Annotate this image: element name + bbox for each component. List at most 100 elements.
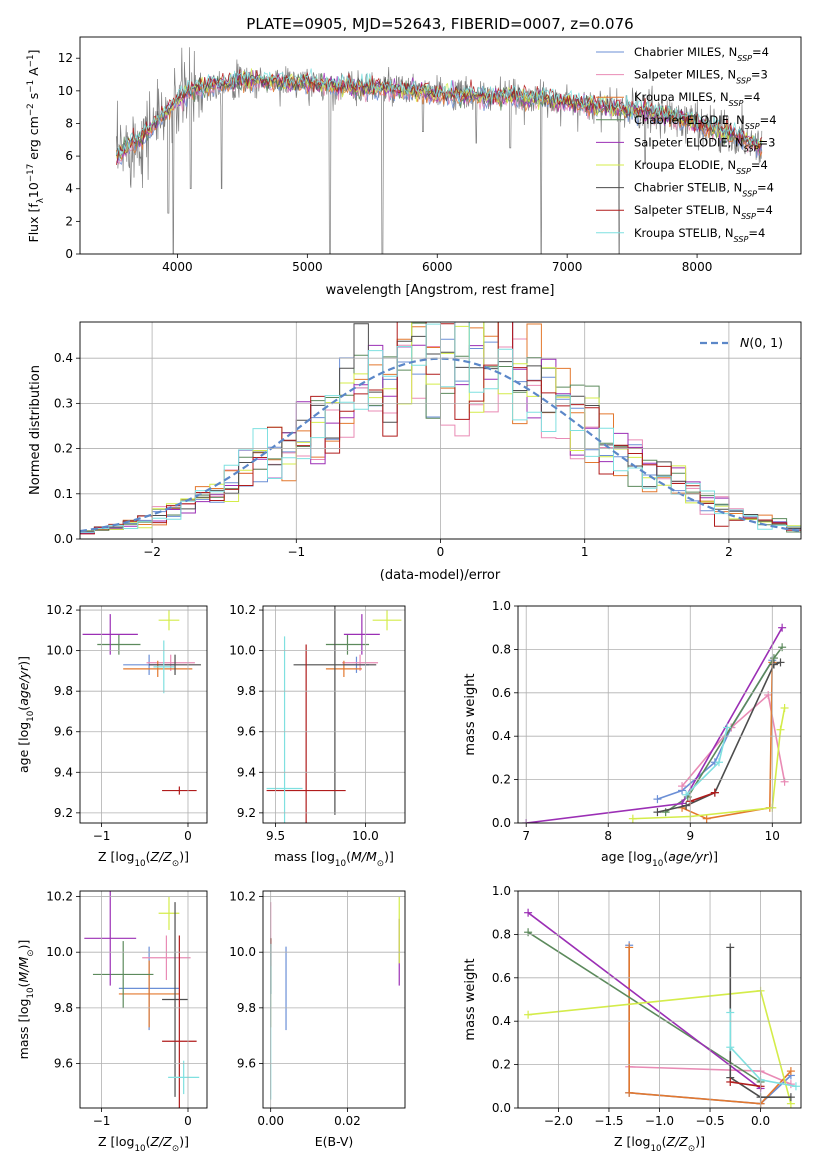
x-tick-label: 0 [437,545,445,559]
x-tick-label: 8 [604,829,612,843]
y-tick-label: 9.6 [54,725,73,739]
axes-frame [79,890,208,1109]
y-tick-label: 10.2 [46,890,73,904]
figure-title: PLATE=0905, MJD=52643, FIBERID=0007, z=0… [246,15,633,33]
y-tick-label: 0.4 [492,1014,511,1028]
x-tick-label: −1 [93,829,111,843]
weight-line-salpeter_stelib [690,791,716,803]
y-tick-label: 9.8 [237,1001,256,1015]
axes-frame [79,36,802,255]
x-tick-label: 7000 [552,260,583,274]
y-tick-label: 1.0 [492,599,511,613]
x-tick-label: 6000 [422,260,453,274]
x-tick-label: 10 [765,829,780,843]
plot-area-mass_vs_ebv [270,896,400,1100]
x-tick-label: 2 [725,545,733,559]
x-tick-label: 0 [184,1114,192,1128]
legend-label-kroupa_stelib: Kroupa STELIB, NSSP=4 [634,226,765,244]
x-tick-label: −1 [93,1114,111,1128]
y-tick-label: 10.0 [229,945,256,959]
x-axis-label: Z [log10(Z/Z⊙)] [98,1134,189,1154]
y-tick-label: 0 [65,247,73,261]
y-tick-label: 9.8 [237,684,256,698]
weight-line-kroupa_miles [681,662,774,820]
y-tick-label: 0.2 [54,442,73,456]
y-tick-label: 0.8 [492,927,511,941]
x-axis-label: Z [log10(Z/Z⊙)] [614,1134,705,1154]
y-tick-label: 0.0 [492,816,511,830]
plot-area-weight_vs_Z [524,908,800,1108]
y-tick-label: 0.8 [492,642,511,656]
y-tick-label: 9.6 [54,1056,73,1070]
axes-age_vs_Z: −1 0 9.2 9.4 9.6 9.8 10.0 10.2 Z [log10(Z/Z⊙)] ag… [16,603,208,869]
weight-line-salpeter_elodie [527,912,762,1090]
axes-age_vs_mass: 9.5 10.0 9.2 9.4 9.6 9.8 10.0 10.2 mass [log10(M… [229,603,406,869]
x-tick-label: −2 [143,545,161,559]
legend-label-chabrier_elodie: Chabrier ELODIE, NSSP=4 [634,113,777,131]
y-tick-label: 10.0 [46,644,73,658]
x-tick-label: 1 [581,545,589,559]
axes-mass_vs_ebv: 0.00 0.02 9.6 9.8 10.0 10.2 E(B-V) [229,890,406,1149]
x-axis-label: mass [log10(M/M⊙)] [274,849,394,869]
x-tick-label: 9 [686,829,694,843]
x-tick-label: 0.02 [334,1114,361,1128]
y-tick-label: 10.0 [46,945,73,959]
axes-frame [79,605,208,824]
y-tick-label: 6 [65,149,73,163]
axes-mass_vs_Z: −1 0 9.6 9.8 10.0 10.2 Z [log10(Z/Z⊙)] mass [lo… [16,890,208,1154]
axes-frame [262,605,406,824]
x-tick-label: 4000 [162,260,193,274]
x-tick-label: 8000 [682,260,713,274]
axes-spectrum: 4000 5000 6000 7000 8000 0 2 4 6 8 10 12 Chabrier MI… [26,36,802,298]
axes-frame [262,890,406,1109]
x-tick-label: −1 [287,545,305,559]
weight-line-salpeter_miles [681,693,786,787]
y-axis-label: mass weight [463,958,478,1040]
y-tick-label: 9.8 [54,684,73,698]
legend-label-kroupa_elodie: Kroupa ELODIE, NSSP=4 [634,158,768,176]
x-axis-label: Z [log10(Z/Z⊙)] [98,849,189,869]
y-tick-label: 9.4 [237,765,256,779]
y-tick-label: 9.2 [54,806,73,820]
axes-frame [79,321,802,540]
y-tick-label: 0.1 [54,487,73,501]
x-tick-label: 5000 [292,260,323,274]
axes-residuals: −2 −1 0 1 2 0.0 0.1 0.2 0.3 0.4 N(0, 1) (data-model… [28,321,802,583]
legend-label-salpeter_stelib: Salpeter STELIB, NSSP=4 [634,203,773,221]
x-axis-label: age [log10(age/yr)] [601,849,718,869]
weight-line-chabrier_miles [657,659,773,800]
y-tick-label: 9.2 [237,806,256,820]
y-tick-label: 10.2 [229,603,256,617]
y-tick-label: 10.2 [46,603,73,617]
y-axis-label: age [log10(age/yr)] [16,656,36,773]
axes-weight_vs_age: 7 8 9 10 0.0 0.2 0.4 0.6 0.8 1.0 age [log10(age/yr… [463,599,802,869]
axes-weight_vs_Z: −2.0 −1.5 −1.0 −0.5 0.0 0.0 0.2 0.4 0.6 0.8 1.0 Z [… [463,884,802,1154]
y-tick-label: 0.4 [492,729,511,743]
y-tick-label: 9.8 [54,1001,73,1015]
x-tick-label: 0 [184,829,192,843]
y-tick-label: 12 [58,51,73,65]
y-tick-label: 10.0 [229,644,256,658]
x-tick-label: 7 [522,829,530,843]
legend-label-chabrier_stelib: Chabrier STELIB, NSSP=4 [634,181,774,199]
y-axis-label: mass weight [463,673,478,755]
x-tick-label: 10.0 [352,829,379,843]
x-tick-label: −1.0 [645,1114,674,1128]
weight-line-salpeter_stelib [730,1081,761,1088]
spectrum-legend: Chabrier MILES, NSSP=4 Salpeter MILES, NS… [596,45,777,243]
x-tick-label: −2.0 [544,1114,573,1128]
y-tick-label: 0.0 [492,1101,511,1115]
x-axis-label: E(B-V) [315,1134,354,1149]
plot-area-weight_vs_age [522,623,789,823]
normal-legend-label: N(0, 1) [740,335,783,350]
x-tick-label: 9.5 [266,829,285,843]
x-tick-label: −0.5 [695,1114,724,1128]
plot-area-age_vs_Z [82,610,201,795]
y-tick-label: 2 [65,214,73,228]
plot-area-spectrum [116,47,763,254]
legend-label-chabrier_miles: Chabrier MILES, NSSP=4 [634,45,769,63]
y-tick-label: 9.6 [237,1056,256,1070]
weight-line-kroupa_stelib [729,1012,797,1088]
model-salpeter_stelib [116,69,763,165]
